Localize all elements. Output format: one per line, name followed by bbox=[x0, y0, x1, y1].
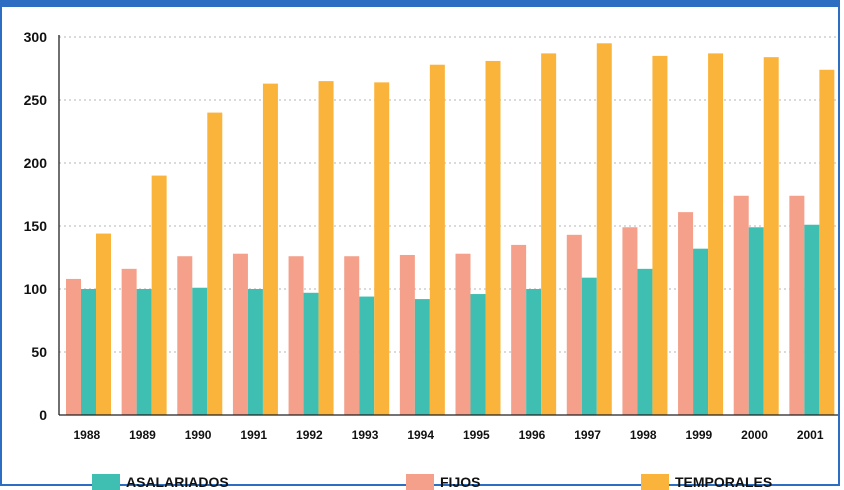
bar-temporales bbox=[429, 64, 445, 415]
bar-fijos bbox=[232, 253, 248, 415]
bar-asalariados bbox=[581, 277, 597, 415]
bar-fijos bbox=[733, 195, 749, 415]
bar-temporales bbox=[374, 82, 390, 416]
x-tick-label: 1998 bbox=[630, 428, 657, 442]
legend-label: FIJOS bbox=[440, 474, 480, 490]
legend-label: TEMPORALES bbox=[675, 474, 772, 490]
bar-temporales bbox=[596, 43, 612, 416]
bar-temporales bbox=[763, 57, 779, 415]
bar-asalariados bbox=[414, 299, 430, 415]
bar-asalariados bbox=[303, 292, 319, 415]
y-tick-label: 250 bbox=[24, 92, 48, 108]
legend-label: ASALARIADOS bbox=[126, 474, 229, 490]
bar-temporales bbox=[207, 112, 223, 415]
bar-temporales bbox=[541, 53, 557, 415]
y-tick-label: 150 bbox=[24, 218, 48, 234]
bar-fijos bbox=[344, 256, 360, 415]
y-axis: 0 50 100 150 200 250 300 bbox=[24, 29, 60, 423]
bar-asalariados bbox=[470, 294, 486, 415]
bar-fijos bbox=[455, 253, 471, 415]
x-tick-label: 1988 bbox=[73, 428, 100, 442]
bar-temporales bbox=[96, 233, 111, 415]
x-tick-label: 1990 bbox=[185, 428, 212, 442]
x-tick-label: 1993 bbox=[352, 428, 379, 442]
legend: ASALARIADOS FIJOS TEMPORALES bbox=[92, 474, 772, 490]
legend-swatch bbox=[92, 474, 120, 490]
x-axis: 1988 1989 1990 1991 1992 1993 1994 1995 1996 1997… bbox=[59, 414, 838, 442]
x-tick-label: 1989 bbox=[129, 428, 156, 442]
y-tick-label: 200 bbox=[24, 155, 48, 171]
bar-fijos bbox=[511, 244, 527, 415]
x-tick-label: 1992 bbox=[296, 428, 323, 442]
bar-fijos bbox=[678, 212, 694, 415]
bar-fijos bbox=[177, 256, 193, 415]
bar-fijos bbox=[66, 278, 81, 415]
bar-fijos bbox=[399, 254, 415, 415]
bar-temporales bbox=[262, 83, 278, 416]
bar-temporales bbox=[708, 53, 724, 415]
bar-fijos bbox=[622, 227, 638, 415]
bar-fijos bbox=[789, 195, 805, 415]
bar-asalariados bbox=[693, 248, 709, 415]
x-tick-label: 2000 bbox=[741, 428, 768, 442]
legend-swatch bbox=[641, 474, 669, 490]
bar-temporales bbox=[318, 81, 334, 415]
bar-temporales bbox=[652, 55, 668, 416]
bar-temporales bbox=[485, 60, 501, 415]
y-tick-label: 50 bbox=[31, 344, 47, 360]
bar-asalariados bbox=[247, 289, 263, 415]
y-tick-label: 100 bbox=[24, 281, 48, 297]
x-tick-label: 1999 bbox=[686, 428, 713, 442]
bar-asalariados bbox=[192, 287, 208, 415]
x-tick-label: 2001 bbox=[797, 428, 824, 442]
bar-fijos bbox=[121, 268, 137, 415]
bar-asalariados bbox=[804, 224, 820, 415]
bar-asalariados bbox=[526, 289, 542, 415]
x-tick-label: 1994 bbox=[407, 428, 434, 442]
y-tick-label: 300 bbox=[24, 29, 48, 45]
y-tick-label: 0 bbox=[39, 407, 47, 423]
x-tick-label: 1995 bbox=[463, 428, 490, 442]
bar-asalariados bbox=[136, 289, 152, 415]
x-tick-label: 1991 bbox=[240, 428, 267, 442]
legend-swatch bbox=[406, 474, 434, 490]
bar-temporales bbox=[819, 69, 835, 415]
bar-asalariados bbox=[637, 268, 653, 415]
bar-fijos bbox=[288, 256, 304, 415]
bar-asalariados bbox=[359, 296, 375, 415]
x-tick-label: 1997 bbox=[574, 428, 601, 442]
bar-asalariados bbox=[81, 289, 96, 415]
bar-asalariados bbox=[748, 227, 764, 415]
x-tick-label: 1996 bbox=[519, 428, 546, 442]
bar-temporales bbox=[151, 175, 167, 415]
bar-fijos bbox=[566, 234, 582, 415]
bars bbox=[66, 43, 835, 416]
